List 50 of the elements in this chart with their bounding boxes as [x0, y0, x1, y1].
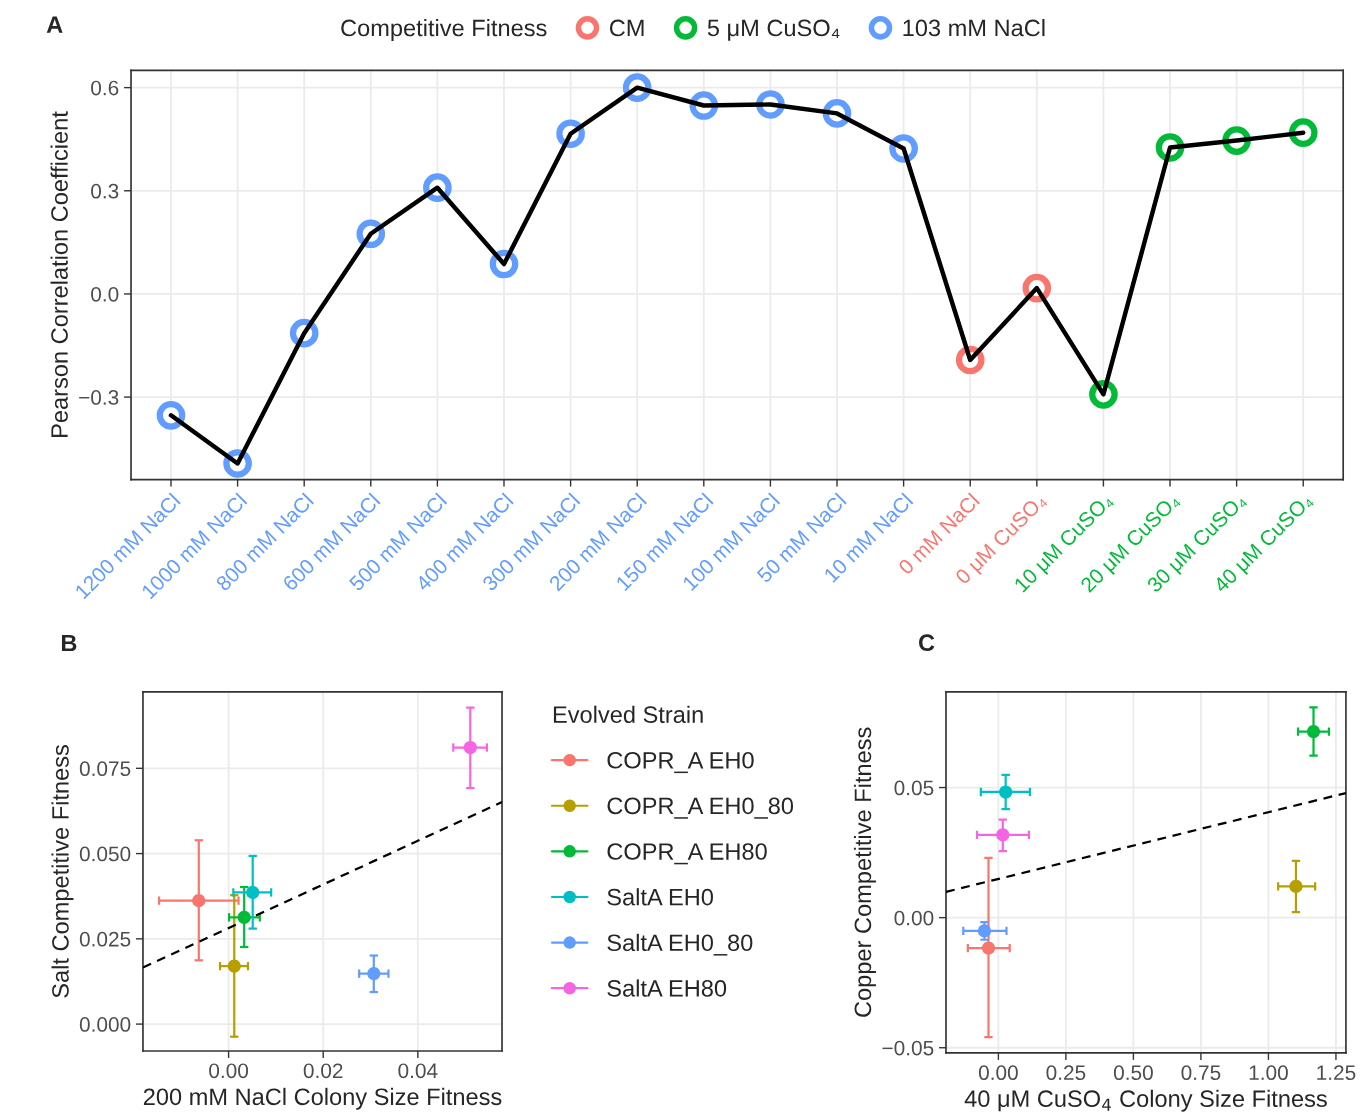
point [977, 924, 992, 938]
y-tick-label: 0.075 [79, 761, 131, 777]
x-tick-label: 0.02 [303, 1063, 343, 1079]
text: A [46, 16, 63, 33]
text: B [61, 634, 77, 652]
x-tick-label: 0.50 [1113, 1065, 1153, 1081]
point [192, 894, 206, 908]
legend-label: SaltA EH0_80 [607, 933, 753, 956]
point [367, 967, 381, 981]
legend-label: CM [609, 19, 644, 37]
point [463, 740, 477, 755]
legend-label: COPR_A EH80 [607, 843, 767, 865]
legend-label: 5 μM CuSO₄ [707, 19, 840, 41]
y-tick-label: 0.00 [894, 910, 934, 926]
text: C [918, 634, 935, 652]
point [1306, 725, 1321, 739]
x-tick-label: 1.25 [1317, 1065, 1356, 1081]
legend-title: Evolved Strain [553, 705, 703, 723]
y-tick-label: 0.0 [91, 286, 119, 302]
point [996, 828, 1010, 842]
y-axis-title: Copper Competitive Fitness [853, 727, 876, 1017]
legend-label: 103 mM NaCl [903, 18, 1045, 37]
x-tick-label: 0.75 [1181, 1065, 1221, 1081]
point [1289, 879, 1303, 894]
x-axis-title: 200 mM NaCl Colony Size Fitness [143, 1087, 502, 1110]
x-axis-title: 40 μM CuSO$_{4}$ Colony Size Fitness [964, 1089, 1327, 1112]
y-tick-label: −0.3 [79, 390, 119, 405]
y-tick-label: −0.05 [882, 1040, 934, 1056]
y-tick-label: 0.000 [79, 1017, 131, 1032]
legend-label: SaltA EH0 [607, 888, 713, 906]
y-axis-title: Pearson Correlation Coefficient [50, 111, 68, 437]
y-tick-label: 0.050 [79, 846, 131, 862]
x-tick-label: 1.00 [1249, 1065, 1288, 1081]
y-tick-label: 0.3 [91, 183, 119, 199]
legend-title: Competitive Fitness [341, 18, 547, 41]
legend-label: COPR_A EH0_80 [607, 797, 794, 819]
x-tick-label: 0.25 [1046, 1065, 1086, 1081]
x-tick-label: 0.00 [209, 1063, 249, 1079]
point [999, 785, 1013, 799]
point [237, 910, 251, 924]
x-tick-label: 0.00 [978, 1065, 1018, 1081]
point [246, 885, 260, 900]
y-tick-label: 0.6 [91, 80, 119, 96]
legend-label: COPR_A EH0 [607, 751, 754, 774]
legend-label: SaltA EH80 [607, 979, 727, 997]
y-axis-title: Salt Competitive Fitness [51, 745, 74, 998]
y-tick-label: 0.05 [894, 780, 934, 796]
x-tick-label: 0.04 [398, 1063, 438, 1079]
y-tick-label: 0.025 [79, 931, 131, 947]
point [227, 959, 241, 973]
